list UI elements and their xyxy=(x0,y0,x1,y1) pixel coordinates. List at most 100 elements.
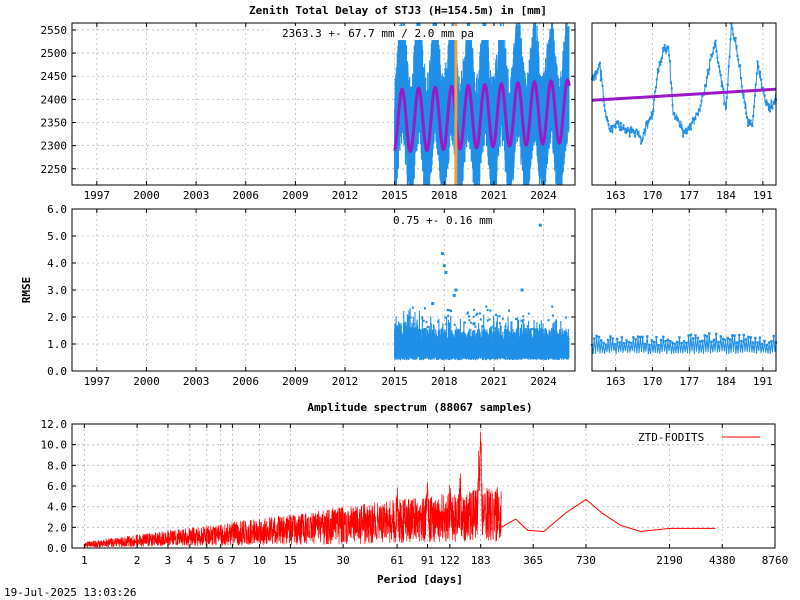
spectrum-xlabel: Period [days] xyxy=(377,573,463,586)
x-tick-label: 122 xyxy=(440,554,460,567)
x-tick-label: 2003 xyxy=(183,189,210,202)
x-tick-label: 163 xyxy=(606,189,626,202)
rmse-outlier-point xyxy=(454,288,458,292)
y-tick-label: 2400 xyxy=(41,93,68,106)
x-tick-label: 184 xyxy=(716,375,736,388)
y-tick-label: 2.0 xyxy=(47,311,67,324)
spectrum-legend-label: ZTD-FODITS xyxy=(638,431,704,444)
spectrum-long-period-line xyxy=(501,498,716,532)
y-tick-label: 3.0 xyxy=(47,284,67,297)
x-tick-label: 2000 xyxy=(133,375,160,388)
ztd-annotation: 2363.3 +- 67.7 mm / 2.0 mm pa xyxy=(282,27,474,40)
x-tick-label: 170 xyxy=(643,189,663,202)
x-tick-label: 10 xyxy=(253,554,266,567)
y-tick-label: 4.0 xyxy=(47,501,67,514)
x-tick-label: 184 xyxy=(716,189,736,202)
timestamp: 19-Jul-2025 13:03:26 xyxy=(4,586,136,599)
rmse-outlier-point xyxy=(441,252,445,256)
x-tick-label: 730 xyxy=(576,554,596,567)
x-tick-label: 4380 xyxy=(709,554,736,567)
x-tick-label: 5 xyxy=(203,554,210,567)
rmse-recent-frame xyxy=(591,208,777,372)
y-tick-label: 12.0 xyxy=(41,418,68,431)
x-tick-label: 2024 xyxy=(530,375,557,388)
ztd-long-data xyxy=(393,23,571,185)
y-tick-label: 2450 xyxy=(41,70,68,83)
x-tick-label: 177 xyxy=(679,375,699,388)
x-tick-label: 2012 xyxy=(332,189,359,202)
ztd-recent-background xyxy=(592,23,776,185)
y-tick-label: 4.0 xyxy=(47,257,67,270)
x-tick-label: 6 xyxy=(217,554,224,567)
x-tick-label: 15 xyxy=(284,554,297,567)
spectrum-title: Amplitude spectrum (88067 samples) xyxy=(307,401,532,414)
ztd-long-panel: 1997 2000 2003 2006 2009 2012 2015 2018 2021 2024… xyxy=(41,22,576,202)
x-tick-label: 2012 xyxy=(332,375,359,388)
y-tick-label: 0.0 xyxy=(47,365,67,378)
spectrum-ticks: 1 2 3 4 5 6 7 10 15 30 61 91 122 183 365 730 2190 4380 876… xyxy=(41,418,789,567)
y-tick-label: 2500 xyxy=(41,47,68,60)
rmse-recent-ticks: 163 170 177 184 191 xyxy=(606,209,773,388)
ztd-annotation-box xyxy=(268,26,514,40)
ztd-long-ticks: 1997 2000 2003 2006 2009 2012 2015 2018 2021 2024… xyxy=(41,23,575,202)
ztd-recent-frame xyxy=(591,22,777,186)
x-tick-label: 2009 xyxy=(282,375,309,388)
x-tick-label: 2024 xyxy=(530,189,557,202)
y-tick-label: 2300 xyxy=(41,140,68,153)
chart-title: Zenith Total Delay of STJ3 (H=154.5m) in… xyxy=(249,4,547,17)
y-tick-label: 2350 xyxy=(41,117,68,130)
x-tick-label: 177 xyxy=(679,189,699,202)
x-tick-label: 191 xyxy=(753,189,773,202)
x-tick-label: 2190 xyxy=(656,554,683,567)
x-tick-label: 2006 xyxy=(232,189,259,202)
x-tick-label: 1 xyxy=(81,554,88,567)
y-tick-label: 1.0 xyxy=(47,338,67,351)
x-tick-label: 7 xyxy=(229,554,236,567)
x-tick-label: 163 xyxy=(606,375,626,388)
x-tick-label: 170 xyxy=(643,375,663,388)
y-tick-label: 2550 xyxy=(41,24,68,37)
x-tick-label: 1997 xyxy=(84,375,111,388)
x-tick-label: 3 xyxy=(165,554,172,567)
y-tick-label: 2.0 xyxy=(47,521,67,534)
rmse-outlier-point xyxy=(520,288,524,292)
x-tick-label: 2015 xyxy=(381,375,408,388)
spectrum-line xyxy=(84,431,502,549)
x-tick-label: 2021 xyxy=(481,375,508,388)
spectrum-data xyxy=(84,431,716,549)
x-tick-label: 2000 xyxy=(133,189,160,202)
x-tick-label: 61 xyxy=(390,554,403,567)
y-tick-label: 0.0 xyxy=(47,542,67,555)
ztd-long-frame xyxy=(71,22,576,186)
rmse-scatter-points xyxy=(399,305,567,332)
rmse-annotation: 0.75 +- 0.16 mm xyxy=(393,214,493,227)
rmse-outlier-point xyxy=(472,322,476,326)
rmse-long-data xyxy=(394,223,570,361)
y-tick-label: 6.0 xyxy=(47,480,67,493)
x-tick-label: 1997 xyxy=(84,189,111,202)
x-tick-label: 191 xyxy=(753,375,773,388)
rmse-data-points xyxy=(394,308,570,361)
x-tick-label: 2006 xyxy=(232,375,259,388)
rmse-recent-panel: 163 170 177 184 191 xyxy=(590,208,778,388)
ztd-recent-fit xyxy=(591,87,777,102)
y-tick-label: 6.0 xyxy=(47,203,67,216)
rmse-outlier-point xyxy=(538,223,542,227)
x-tick-label: 2021 xyxy=(481,189,508,202)
x-tick-label: 30 xyxy=(336,554,349,567)
x-tick-label: 2018 xyxy=(431,375,458,388)
rmse-outlier-point xyxy=(431,302,435,305)
y-tick-label: 10.0 xyxy=(41,439,68,452)
x-tick-label: 183 xyxy=(471,554,491,567)
y-tick-label: 8.0 xyxy=(47,459,67,472)
ztd-recent-ticks: 163 170 177 184 191 xyxy=(606,23,773,202)
rmse-outlier-point xyxy=(442,264,446,268)
x-tick-label: 2009 xyxy=(282,189,309,202)
rmse-long-panel: 1997 2000 2003 2006 2009 2012 2015 2018 2021 2024… xyxy=(20,203,576,388)
rmse-ylabel: RMSE xyxy=(20,277,33,304)
x-tick-label: 8760 xyxy=(762,554,789,567)
ztd-fit-curve xyxy=(393,78,571,153)
rmse-outlier-point xyxy=(444,270,448,274)
